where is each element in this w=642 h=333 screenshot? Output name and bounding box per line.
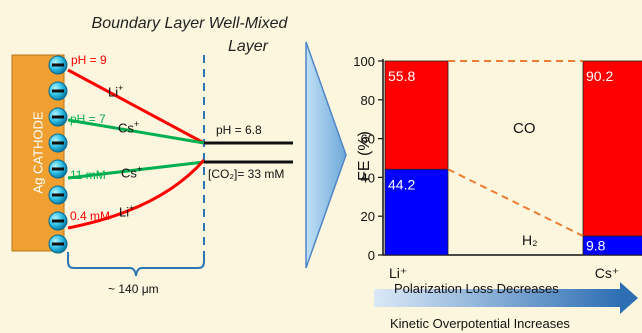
x-tick-label-1: Cs⁺ [595, 265, 620, 281]
header-well-mixed-layer: Well-Mixed Layer [208, 15, 288, 55]
li-co2-profile [67, 159, 206, 230]
y-axis-title: FE (%) [356, 131, 373, 181]
bulk-ph-label: pH = 6.8 [216, 123, 262, 137]
connector-h2 [447, 168, 584, 237]
trend-kinetic-label: Kinetic Overpotential Increases [390, 316, 570, 331]
data-label-co-li: 55.8 [388, 68, 415, 84]
surface-anions [48, 55, 68, 254]
y-tick-label-80: 80 [361, 93, 375, 108]
label-ph9: pH = 9 [71, 53, 107, 67]
cation-cs-top: Cs+ [118, 119, 140, 136]
y-tick-label-40: 40 [361, 170, 375, 185]
bar-co-li [384, 60, 449, 170]
trend-arrow [374, 289, 620, 307]
bulk-co2-label: [CO₂]= 33 mM [208, 167, 285, 181]
trend-polarization-label: Polarization Loss Decreases [394, 281, 559, 296]
y-tick-label-20: 20 [361, 209, 375, 224]
bar-co-cs [582, 60, 642, 237]
trend-arrow-head [620, 282, 638, 314]
y-tick-label-100: 100 [353, 54, 375, 69]
region-label-co: CO [513, 120, 536, 137]
li-ph-profile [67, 68, 205, 145]
thickness-label: ~ 140 μm [108, 282, 159, 296]
transition-arrow [305, 41, 347, 269]
header-boundary-layer: Boundary Layer [91, 15, 205, 32]
cs-co2-profile [67, 160, 205, 180]
x-tick-label-0: Li⁺ [389, 265, 407, 281]
label-11mm: 11 mM [70, 168, 106, 182]
anion-5 [48, 159, 68, 179]
data-label-co-cs: 90.2 [586, 68, 613, 84]
region-label-h2: H₂ [522, 232, 538, 248]
anion-4 [48, 133, 68, 153]
anion-3 [48, 107, 68, 127]
label-04mm: 0.4 mM [70, 209, 111, 223]
cation-li-top: Li+ [108, 83, 124, 100]
anion-6 [48, 185, 68, 205]
y-tick-label-0: 0 [368, 248, 375, 263]
label-ph7: pH = 7 [70, 112, 106, 126]
data-label-h2-li: 44.2 [388, 176, 415, 192]
cation-li-bottom: Li+ [119, 203, 135, 220]
anion-8 [48, 234, 68, 254]
anion-2 [48, 81, 68, 101]
anion-1 [48, 55, 68, 75]
y-tick-label-60: 60 [361, 132, 375, 147]
data-label-h2-cs: 9.8 [586, 237, 606, 253]
anion-7 [48, 211, 68, 231]
cation-cs-bottom: Cs+ [121, 164, 143, 181]
thickness-bracket [67, 252, 205, 277]
cs-ph-profile [67, 118, 205, 145]
